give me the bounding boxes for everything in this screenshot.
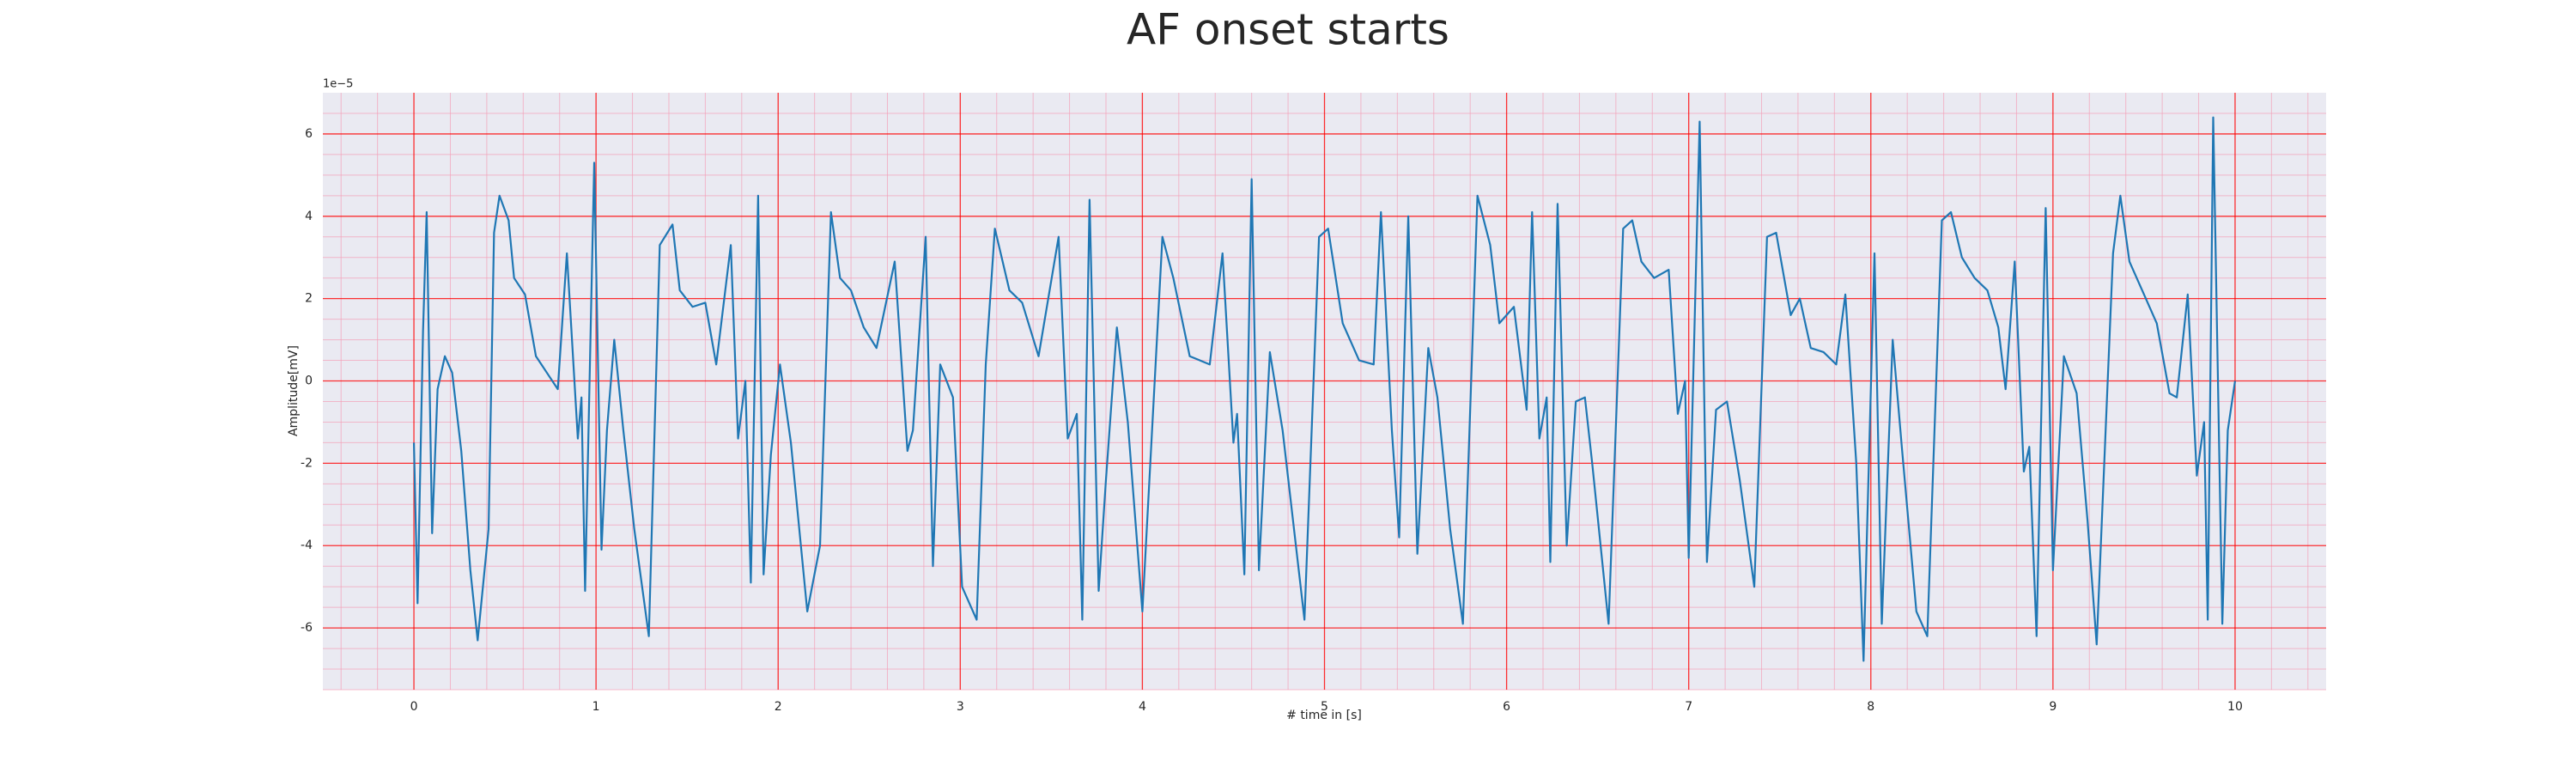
- y-tick-label: 2: [305, 292, 313, 306]
- x-tick-label: 10: [2227, 700, 2243, 714]
- y-tick-label: 0: [305, 374, 313, 388]
- x-tick-label: 3: [957, 700, 964, 714]
- y-tick-label: 4: [305, 210, 313, 223]
- y-tick-label: -4: [301, 539, 313, 552]
- line-series: [412, 116, 2237, 662]
- x-axis-label: # time in [s]: [1286, 709, 1362, 722]
- x-tick-label: 2: [775, 700, 782, 714]
- x-tick-label: 4: [1139, 700, 1146, 714]
- x-tick-label: 8: [1867, 700, 1874, 714]
- x-tick-label: 9: [2049, 700, 2057, 714]
- x-tick-label: 0: [410, 700, 418, 714]
- y-tick-label: -2: [301, 456, 313, 470]
- chart-title: AF onset starts: [1127, 5, 1449, 55]
- y-offset-label: 1e−5: [323, 78, 353, 91]
- y-tick-label: -6: [301, 621, 313, 635]
- x-tick-label: 5: [1321, 700, 1328, 714]
- x-tick-label: 7: [1685, 700, 1692, 714]
- x-tick-label: 6: [1503, 700, 1510, 714]
- y-axis-label: Amplitude[mV]: [287, 345, 301, 436]
- x-tick-label: 1: [592, 700, 600, 714]
- y-tick-label: 6: [305, 127, 313, 141]
